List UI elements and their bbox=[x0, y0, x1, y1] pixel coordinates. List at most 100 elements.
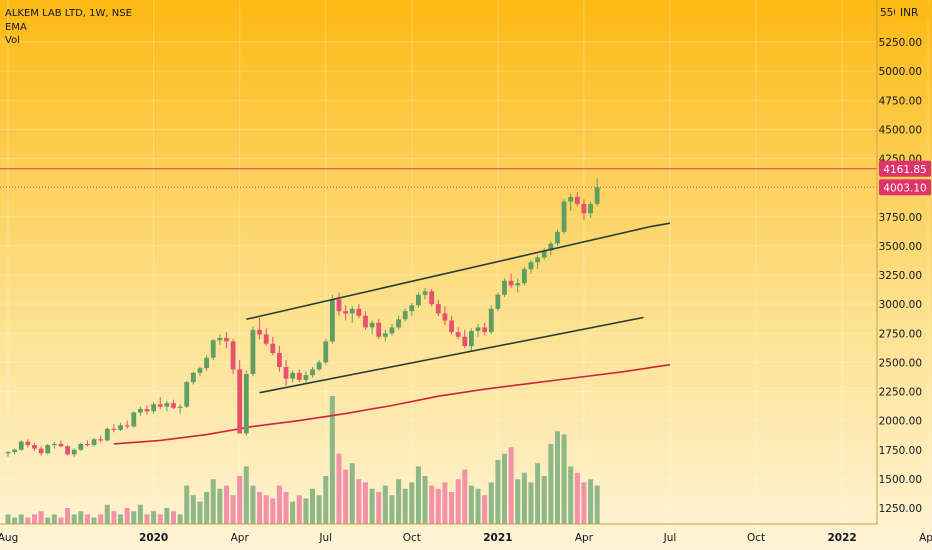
volume-bar bbox=[449, 492, 455, 524]
time-tick-label: Apr bbox=[231, 532, 250, 544]
candlesticks bbox=[5, 178, 600, 457]
volume-bar bbox=[568, 466, 574, 524]
price-tick-label: 1500.00 bbox=[879, 474, 922, 486]
volume-bar bbox=[316, 495, 322, 524]
volume-bar bbox=[98, 514, 104, 524]
time-tick-label: 2022 bbox=[828, 532, 857, 544]
candle-body bbox=[422, 291, 428, 295]
volume-bar bbox=[5, 514, 11, 524]
price-badge bbox=[879, 160, 931, 177]
candle-body bbox=[343, 311, 349, 314]
volume-bar bbox=[263, 495, 269, 524]
time-tick-label: 2021 bbox=[483, 532, 512, 544]
price-tick-label: 1750.00 bbox=[879, 445, 922, 457]
price-labels: 4161.85 4003.10 bbox=[879, 160, 931, 196]
candle-body bbox=[462, 336, 468, 347]
volume-bar bbox=[349, 463, 355, 524]
volume-bar bbox=[548, 444, 554, 524]
candle-body bbox=[38, 448, 44, 454]
candle-body bbox=[51, 443, 57, 446]
candle-body bbox=[157, 404, 163, 407]
volume-bar bbox=[257, 492, 263, 524]
volume-bar bbox=[329, 396, 335, 524]
time-tick-label: Jul bbox=[663, 532, 677, 544]
ema-legend[interactable]: EMA bbox=[5, 22, 27, 33]
volume-bar bbox=[475, 488, 481, 524]
candle-body bbox=[210, 340, 216, 358]
volume-bar bbox=[137, 504, 143, 524]
volume-bar bbox=[45, 517, 51, 524]
candle-body bbox=[521, 269, 527, 284]
candle-body bbox=[581, 203, 587, 214]
volume-bar bbox=[151, 511, 157, 524]
volume-bar bbox=[574, 472, 580, 524]
candle-body bbox=[263, 334, 269, 344]
candle-body bbox=[409, 305, 415, 312]
channel-trendline bbox=[259, 316, 644, 394]
candle-body bbox=[475, 327, 481, 331]
candle-body bbox=[224, 337, 229, 342]
price-tick-label: 5250.00 bbox=[879, 37, 922, 49]
price-tick-label: 4500.00 bbox=[879, 124, 922, 136]
candle-body bbox=[171, 403, 176, 408]
candle-body bbox=[363, 315, 368, 328]
candle-body bbox=[369, 322, 375, 328]
candle-body bbox=[277, 353, 282, 368]
volume-bar bbox=[521, 472, 527, 524]
candle-body bbox=[502, 280, 507, 295]
volume-bar bbox=[25, 517, 31, 524]
time-tick-label: Oct bbox=[747, 532, 765, 544]
volume-bar bbox=[12, 517, 18, 524]
candle-body bbox=[98, 439, 104, 441]
volume-bar bbox=[515, 479, 521, 524]
volume-bar bbox=[310, 488, 316, 524]
candle-body bbox=[237, 369, 243, 434]
price-tick-label: 4750.00 bbox=[879, 95, 922, 107]
volume-bar bbox=[488, 482, 494, 524]
volume-bar bbox=[243, 466, 249, 524]
candle-body bbox=[184, 382, 190, 407]
price-tick-label: 2000.00 bbox=[879, 416, 922, 428]
candle-body bbox=[111, 428, 117, 430]
volume-bar bbox=[223, 485, 229, 524]
volume-bar bbox=[482, 495, 488, 524]
volume-bar bbox=[455, 479, 461, 524]
volume-legend[interactable]: Vol bbox=[5, 35, 20, 46]
candle-body bbox=[568, 196, 574, 202]
symbol-title[interactable]: ALKEM LAB LTD, 1W, NSE bbox=[5, 8, 132, 19]
volume-bar bbox=[58, 517, 64, 524]
volume-bar bbox=[382, 485, 388, 524]
volume-bars bbox=[5, 396, 600, 524]
time-tick-label: Apr bbox=[919, 532, 932, 544]
candle-body bbox=[217, 337, 223, 341]
candle-body bbox=[449, 320, 454, 333]
price-axis[interactable]: 1250.00 1500.00 1750.00 2000.00 2250.00 2500.… bbox=[879, 5, 932, 515]
candle-body bbox=[78, 443, 84, 450]
candle-body bbox=[257, 329, 262, 335]
candle-body bbox=[118, 425, 123, 430]
volume-bar bbox=[104, 504, 110, 524]
horizontal-price-lines[interactable] bbox=[0, 168, 877, 188]
volume-bar bbox=[535, 463, 541, 524]
volume-bar bbox=[144, 514, 150, 524]
candle-body bbox=[396, 319, 401, 328]
candle-body bbox=[270, 343, 276, 354]
volume-bar bbox=[356, 479, 362, 524]
time-axis[interactable]: Aug2020AprJulOct2021AprJulOct2022AprJul bbox=[0, 532, 932, 544]
candle-body bbox=[442, 313, 448, 321]
candle-body bbox=[12, 449, 18, 453]
volume-bar bbox=[31, 514, 37, 524]
time-tick-label: Apr bbox=[575, 532, 594, 544]
candle-body bbox=[124, 425, 130, 427]
volume-bar bbox=[296, 495, 302, 524]
candle-body bbox=[548, 243, 554, 251]
volume-bar bbox=[190, 495, 196, 524]
volume-bar bbox=[217, 488, 223, 524]
candle-body bbox=[58, 443, 64, 447]
candle-body bbox=[144, 408, 150, 412]
currency-label: INR bbox=[900, 7, 918, 19]
volume-bar bbox=[111, 511, 117, 524]
ema-line bbox=[113, 363, 671, 445]
trendlines[interactable] bbox=[246, 222, 671, 394]
